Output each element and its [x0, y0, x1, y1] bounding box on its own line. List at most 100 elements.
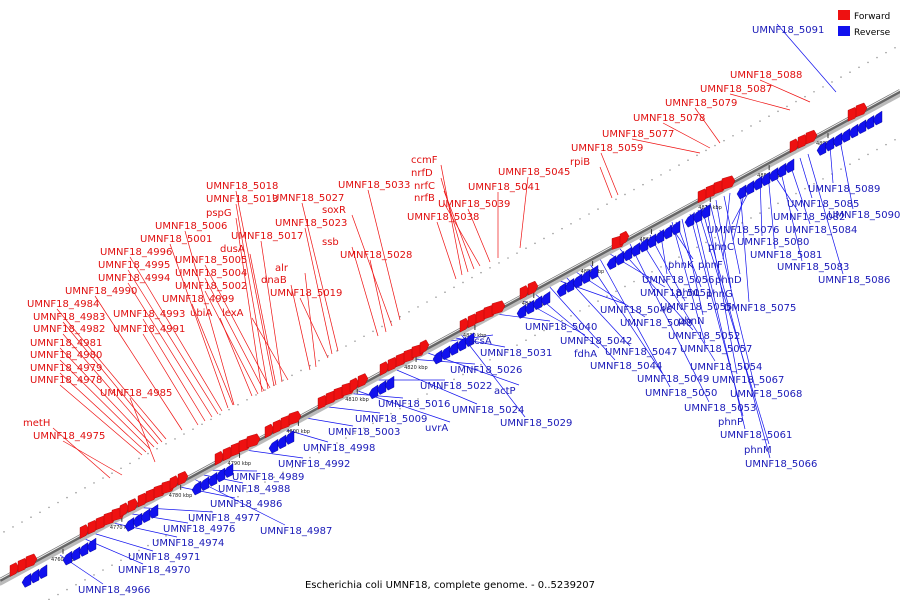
gene-label-umnf18-5013: UMNF18_5013 — [206, 194, 278, 205]
guide-dot-upper — [147, 452, 149, 455]
guide-dot-upper — [138, 457, 140, 460]
guide-dot-lower — [615, 290, 617, 293]
gene-label-umnf18-5089: UMNF18_5089 — [808, 184, 880, 195]
guide-dot-lower — [606, 295, 608, 298]
leader-forward — [52, 427, 111, 479]
gene-reverse — [207, 471, 218, 487]
gene-label-umnf18-5006: UMNF18_5006 — [155, 221, 227, 232]
guide-dot-upper — [165, 443, 167, 445]
leader-reverse — [697, 209, 770, 445]
guide-dot-upper — [174, 438, 176, 440]
leader-reverse — [565, 276, 631, 347]
guide-dot-upper — [309, 364, 311, 367]
gene-label-umnf18-5090: UMNF18_5090 — [828, 210, 900, 221]
leader-reverse — [85, 530, 154, 552]
gene-reverse — [654, 229, 665, 244]
gene-reverse — [540, 291, 551, 306]
gene-reverse — [692, 208, 703, 224]
guide-dot-upper — [471, 276, 473, 279]
guide-dot-upper — [183, 433, 185, 435]
gene-forward — [177, 471, 189, 486]
leader-forward — [443, 190, 475, 270]
gene-label-umnf18-5054: UMNF18_5054 — [690, 362, 762, 373]
gene-forward — [169, 475, 180, 490]
leader-forward — [235, 217, 263, 393]
tick-label: 4820 kbp — [404, 365, 428, 371]
guide-dot-upper — [561, 227, 563, 230]
gene-label-nrfb: nrfB — [414, 193, 435, 204]
gene-reverse — [776, 162, 787, 178]
gene-reverse — [622, 246, 633, 262]
gene-label-umnf18-4978: UMNF18_4978 — [30, 375, 102, 386]
gene-label-phnd: phnD — [715, 275, 742, 286]
gene-label-lexa: lexA — [222, 308, 244, 319]
gene-reverse — [848, 123, 859, 139]
guide-dot-lower — [327, 446, 329, 449]
gene-label-umnf18-5077: UMNF18_5077 — [602, 129, 674, 140]
gene-reverse — [630, 242, 641, 257]
guide-dot-lower — [489, 358, 491, 361]
gene-label-umnf18-4983: UMNF18_4983 — [33, 312, 105, 323]
guide-dot-lower — [219, 505, 221, 508]
guide-dot-upper — [354, 340, 356, 342]
gene-label-umnf18-5033: UMNF18_5033 — [338, 180, 410, 191]
guide-dot-lower — [156, 539, 158, 542]
guide-dot-upper — [894, 46, 896, 49]
gene-forward — [119, 502, 130, 518]
guide-dot-upper — [579, 218, 581, 220]
guide-dot-upper — [291, 374, 293, 377]
guide-dot-lower — [435, 388, 437, 390]
gene-label-umnf18-5041: UMNF18_5041 — [468, 182, 540, 193]
leader-reverse — [681, 218, 704, 316]
gene-label-ssb: ssb — [322, 237, 339, 248]
gene-reverse — [670, 220, 681, 236]
leader-reverse — [299, 416, 354, 427]
leader-reverse — [701, 207, 771, 459]
leader-reverse — [391, 367, 478, 405]
guide-dot-upper — [831, 81, 833, 83]
gene-reverse — [736, 184, 747, 200]
guide-dot-lower — [804, 187, 806, 190]
guide-dot-upper — [633, 188, 635, 191]
gene-reverse — [556, 282, 567, 298]
gene-label-umnf18-4976: UMNF18_4976 — [163, 524, 235, 535]
guide-dot-lower — [894, 138, 896, 141]
map-caption: Escherichia coli UMNF18, complete genome… — [305, 580, 595, 591]
gene-reverse — [752, 175, 763, 191]
guide-dot-upper — [507, 257, 509, 259]
guide-dot-lower — [57, 593, 59, 596]
gene-forward — [459, 317, 470, 333]
guide-dot-lower — [165, 535, 167, 537]
gene-reverse — [276, 434, 287, 450]
guide-dot-upper — [696, 154, 698, 157]
gene-reverse — [223, 463, 234, 478]
guide-dot-lower — [840, 168, 842, 170]
guide-dot-lower — [201, 515, 203, 518]
guide-dot-upper — [606, 203, 608, 206]
tick-label: 4780 kbp — [169, 493, 193, 499]
guide-dot-upper — [336, 350, 338, 352]
gene-forward — [264, 423, 275, 439]
guide-dot-lower — [264, 481, 266, 483]
leader-forward — [599, 166, 613, 199]
leader-reverse — [799, 157, 813, 199]
gene-reverse — [132, 512, 143, 528]
gene-forward — [25, 553, 38, 569]
guide-dot-lower — [273, 476, 275, 478]
guide-dot-upper — [822, 86, 824, 88]
gene-reverse — [376, 380, 387, 395]
guide-dot-lower — [408, 402, 410, 405]
gene-forward — [79, 524, 90, 539]
gene-reverse — [532, 295, 543, 311]
gene-label-umnf18-4996: UMNF18_4996 — [100, 247, 172, 258]
guide-dot-upper — [30, 516, 32, 518]
gene-reverse — [29, 568, 40, 584]
guide-dot-lower — [345, 437, 347, 439]
gene-reverse — [816, 141, 827, 156]
leader-forward — [440, 177, 469, 273]
guide-dot-lower — [777, 202, 779, 205]
gene-label-umnf18-5029: UMNF18_5029 — [500, 418, 572, 429]
guide-dot-upper — [264, 389, 266, 391]
guide-dot-lower — [750, 217, 752, 219]
